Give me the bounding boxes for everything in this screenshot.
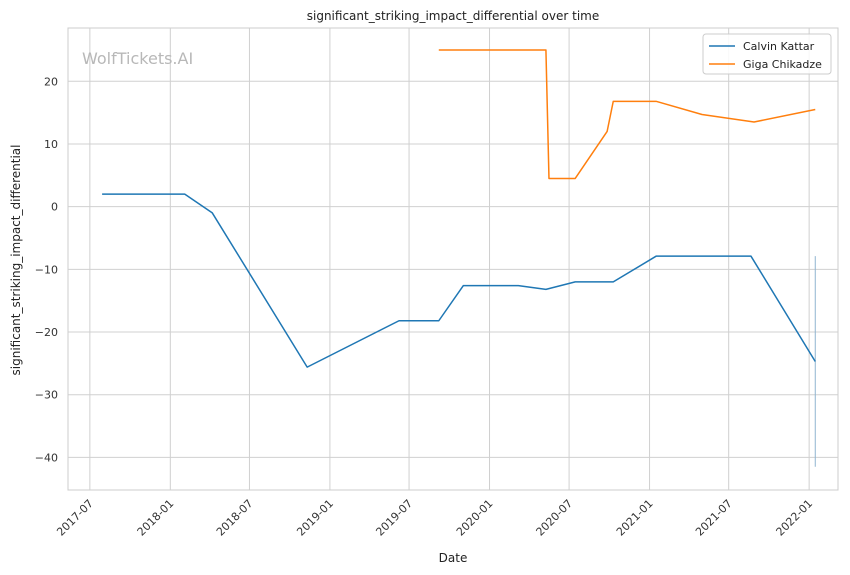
- legend-label: Calvin Kattar: [743, 40, 815, 53]
- y-tick-label: 10: [44, 138, 58, 151]
- y-axis: 20 10 0 −10 −20 −30 −40: [35, 75, 58, 464]
- x-axis: 2017-07 2018-01 2018-07 2019-01 2019-07 2020-…: [54, 497, 815, 539]
- grid-lines: [68, 28, 838, 490]
- y-tick-label: −20: [35, 326, 58, 339]
- x-axis-label: Date: [439, 551, 468, 565]
- x-tick-label: 2017-07: [54, 497, 96, 539]
- x-tick-label: 2020-01: [454, 497, 496, 539]
- watermark: WolfTickets.AI: [82, 49, 193, 68]
- x-tick-label: 2019-01: [294, 497, 336, 539]
- plot-area: [67, 27, 839, 491]
- x-tick-label: 2022-01: [774, 497, 816, 539]
- x-tick-label: 2018-07: [214, 497, 256, 539]
- y-axis-label: significant_striking_impact_differential: [9, 145, 23, 376]
- x-tick-label: 2019-07: [373, 497, 415, 539]
- series-line-giga-chikadze: [438, 49, 816, 180]
- x-tick-label: 2021-07: [693, 497, 735, 539]
- y-tick-label: −30: [35, 389, 58, 402]
- chart-title: significant_striking_impact_differential…: [307, 9, 599, 23]
- y-tick-label: 20: [44, 75, 58, 88]
- x-tick-label: 2018-01: [135, 497, 177, 539]
- series-line-calvin-kattar: [102, 193, 816, 368]
- legend-label: Giga Chikadze: [743, 58, 822, 71]
- y-tick-label: 0: [51, 201, 58, 214]
- x-tick-label: 2021-01: [614, 497, 656, 539]
- y-tick-label: −40: [35, 451, 58, 464]
- series-lines: [102, 49, 816, 368]
- legend: Calvin Kattar Giga Chikadze: [702, 33, 832, 75]
- y-tick-label: −10: [35, 263, 58, 276]
- x-tick-label: 2020-07: [534, 497, 576, 539]
